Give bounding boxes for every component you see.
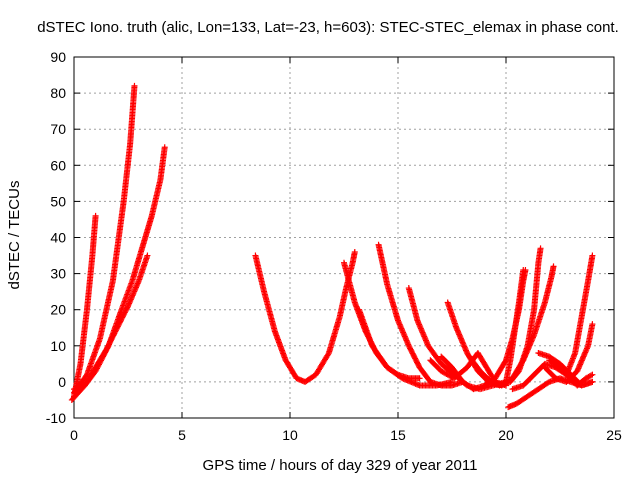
x-tick-label: 0 [70,427,78,443]
chart-title: dSTEC Iono. truth (alic, Lon=133, Lat=-2… [37,19,619,36]
y-tick-label: -10 [46,410,66,426]
y-tick-label: 40 [50,230,66,246]
x-axis-ticks: 0 5 10 15 20 25 [70,57,622,443]
x-tick-label: 20 [498,427,514,443]
data-point [416,375,423,382]
data-point [589,378,596,385]
data-point [589,321,596,328]
data-point [589,371,596,378]
gridlines [74,57,614,418]
y-tick-label: 30 [50,266,66,282]
y-tick-label: 90 [50,49,66,65]
y-tick-label: 10 [50,338,66,354]
x-tick-label: 15 [390,427,406,443]
data-point [131,82,138,89]
y-tick-label: 60 [50,157,66,173]
y-tick-label: 0 [58,374,66,390]
data-point [520,266,527,273]
data-arc [546,252,596,378]
x-tick-label: 25 [606,427,622,443]
x-tick-label: 5 [178,427,186,443]
data-arc [444,245,544,389]
data-point [161,144,168,151]
data-point [588,372,595,379]
data-point [325,351,332,358]
data-point [351,248,358,255]
data-arc [71,212,99,400]
data-arc [68,252,151,403]
data-arc [71,82,138,396]
y-tick-label: 70 [50,121,66,137]
data-point [92,212,99,219]
data-arc [71,144,168,393]
data-arc [466,263,557,389]
data-point [589,252,596,259]
data-point [449,378,455,385]
data-arc [356,306,455,389]
data-arc [252,248,358,385]
y-tick-label: 80 [50,85,66,101]
y-axis-label: dSTEC / TECUs [6,181,23,290]
data-arc [503,266,527,385]
data-point [144,252,151,259]
data-point [124,304,131,311]
x-tick-label: 10 [282,427,298,443]
y-tick-label: 20 [50,302,66,318]
data-point [550,263,557,270]
data-points [68,82,596,411]
x-axis-label: GPS time / hours of day 329 of year 2011 [203,457,478,474]
y-axis-ticks: -10 0 10 20 30 40 50 60 70 80 90 [46,49,614,426]
data-arc [541,321,596,385]
data-point [537,245,544,252]
y-tick-label: 50 [50,193,66,209]
